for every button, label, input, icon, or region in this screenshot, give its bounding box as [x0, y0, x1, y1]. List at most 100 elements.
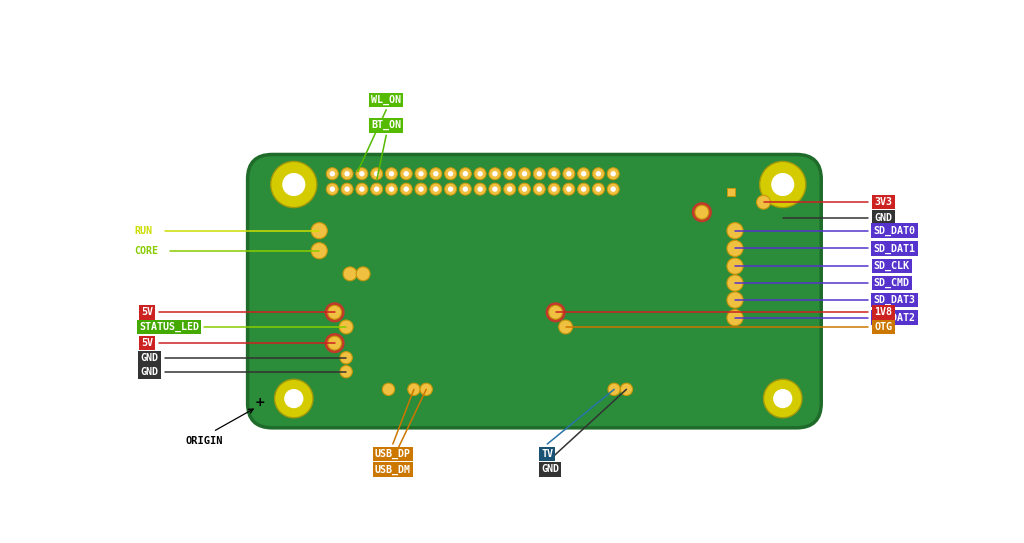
Circle shape: [433, 171, 438, 176]
Circle shape: [430, 168, 441, 180]
Circle shape: [330, 171, 335, 176]
Circle shape: [581, 186, 587, 192]
Circle shape: [327, 168, 338, 180]
Circle shape: [727, 310, 743, 326]
Circle shape: [551, 186, 557, 192]
Text: SD_DAT3: SD_DAT3: [873, 295, 915, 305]
Circle shape: [488, 168, 501, 180]
Text: GND: GND: [140, 353, 159, 363]
Circle shape: [339, 320, 353, 334]
Circle shape: [493, 171, 498, 176]
Circle shape: [493, 186, 498, 192]
Text: OTG: OTG: [874, 322, 893, 332]
Circle shape: [344, 186, 350, 192]
Circle shape: [460, 168, 471, 180]
Circle shape: [447, 186, 454, 192]
Circle shape: [474, 168, 486, 180]
Circle shape: [415, 168, 427, 180]
Text: SD_DAT1: SD_DAT1: [873, 243, 915, 254]
Circle shape: [771, 173, 795, 196]
Circle shape: [760, 161, 806, 207]
Circle shape: [607, 183, 620, 195]
Circle shape: [566, 171, 571, 176]
Circle shape: [419, 171, 424, 176]
Circle shape: [389, 186, 394, 192]
Text: SD_DAT0: SD_DAT0: [873, 225, 915, 236]
Text: SD_DAT2: SD_DAT2: [873, 313, 915, 323]
Text: CORE: CORE: [134, 246, 159, 256]
Circle shape: [400, 168, 413, 180]
Circle shape: [518, 183, 530, 195]
Circle shape: [415, 183, 427, 195]
Circle shape: [518, 168, 530, 180]
Circle shape: [311, 243, 328, 259]
Circle shape: [274, 380, 313, 418]
Circle shape: [371, 168, 383, 180]
Circle shape: [537, 171, 542, 176]
Circle shape: [359, 186, 365, 192]
Circle shape: [374, 186, 379, 192]
Circle shape: [270, 161, 316, 207]
Text: WL_ON: WL_ON: [371, 94, 401, 105]
Circle shape: [596, 186, 601, 192]
Circle shape: [341, 168, 353, 180]
Text: TV: TV: [542, 449, 553, 459]
Circle shape: [581, 171, 587, 176]
Circle shape: [593, 168, 604, 180]
Circle shape: [578, 183, 590, 195]
Circle shape: [344, 171, 350, 176]
Circle shape: [463, 171, 468, 176]
Circle shape: [341, 183, 353, 195]
Circle shape: [488, 183, 501, 195]
Circle shape: [727, 223, 743, 239]
Circle shape: [773, 389, 793, 408]
Circle shape: [727, 258, 743, 274]
Circle shape: [374, 171, 379, 176]
Text: BT_ON: BT_ON: [371, 120, 401, 130]
Text: 1V8: 1V8: [874, 307, 893, 317]
Circle shape: [382, 383, 394, 395]
Circle shape: [430, 183, 441, 195]
Text: SD_CMD: SD_CMD: [873, 278, 909, 288]
Circle shape: [328, 336, 342, 350]
Circle shape: [504, 183, 516, 195]
Circle shape: [477, 186, 483, 192]
Circle shape: [727, 292, 743, 308]
Text: 5V: 5V: [141, 338, 153, 348]
Circle shape: [477, 171, 483, 176]
Circle shape: [548, 168, 560, 180]
Circle shape: [692, 202, 712, 222]
Circle shape: [463, 186, 468, 192]
Circle shape: [371, 183, 383, 195]
Circle shape: [549, 305, 562, 319]
Circle shape: [403, 171, 409, 176]
Circle shape: [610, 186, 615, 192]
Circle shape: [325, 333, 345, 353]
Circle shape: [607, 168, 620, 180]
Circle shape: [546, 302, 565, 323]
Circle shape: [507, 171, 512, 176]
Circle shape: [534, 183, 546, 195]
FancyBboxPatch shape: [248, 154, 821, 428]
Text: RUN: RUN: [134, 226, 153, 236]
Circle shape: [695, 205, 709, 219]
Circle shape: [610, 171, 615, 176]
Circle shape: [285, 389, 303, 408]
Circle shape: [340, 365, 352, 378]
Circle shape: [757, 195, 770, 209]
Circle shape: [385, 168, 397, 180]
Circle shape: [559, 320, 572, 334]
Circle shape: [327, 183, 338, 195]
Circle shape: [356, 168, 368, 180]
Circle shape: [534, 168, 546, 180]
Text: USB_DM: USB_DM: [375, 464, 411, 475]
Circle shape: [400, 183, 413, 195]
Circle shape: [608, 383, 621, 395]
Circle shape: [444, 183, 457, 195]
Circle shape: [596, 171, 601, 176]
Circle shape: [537, 186, 542, 192]
Circle shape: [330, 186, 335, 192]
Circle shape: [385, 183, 397, 195]
Text: SD_CLK: SD_CLK: [873, 261, 909, 272]
Circle shape: [507, 186, 512, 192]
